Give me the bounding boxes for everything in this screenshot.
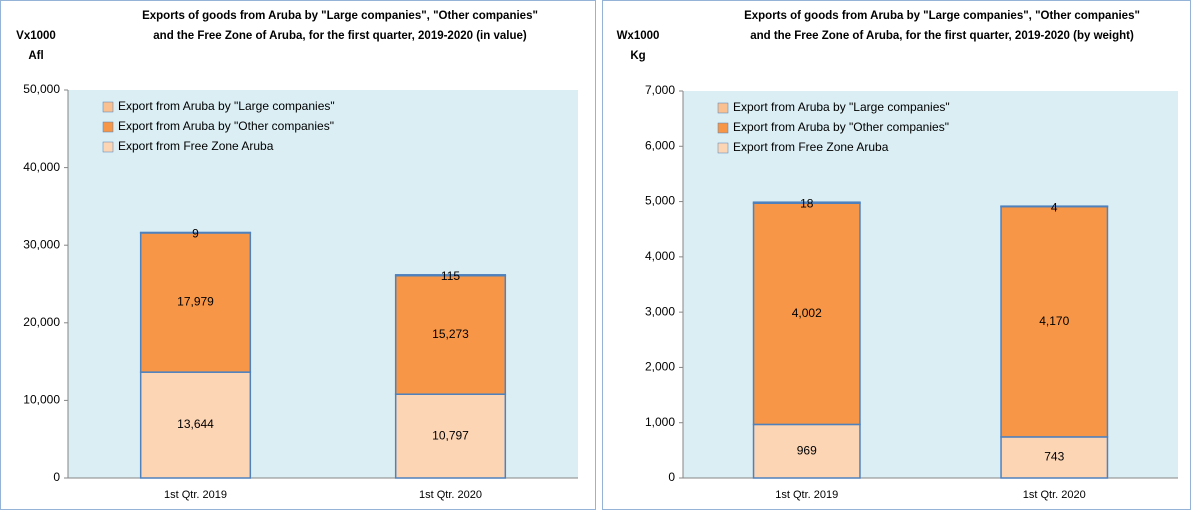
chart-title: Exports of goods from Aruba by "Large co… — [744, 10, 1140, 22]
y-tick-label: 6,000 — [645, 138, 675, 152]
x-tick-label: 1st Qtr. 2020 — [419, 489, 482, 501]
y-tick-label: 0 — [53, 470, 60, 484]
legend-swatch — [102, 101, 114, 113]
chart-title: and the Free Zone of Aruba, for the firs… — [153, 30, 527, 42]
legend-label: Export from Aruba by "Other companies" — [118, 119, 334, 133]
bar-segment — [139, 231, 252, 234]
x-tick-label: 1st Qtr. 2019 — [775, 489, 838, 501]
data-label: 17,979 — [177, 295, 214, 309]
legend-label: Export from Aruba by "Large companies" — [118, 99, 335, 113]
bar-segment — [139, 371, 252, 479]
legend-swatch — [717, 102, 729, 114]
data-label: 10,797 — [432, 428, 469, 442]
x-tick-label: 1st Qtr. 2019 — [164, 489, 227, 501]
data-label: 743 — [1044, 450, 1064, 464]
y-tick-label: 5,000 — [645, 194, 675, 208]
data-label: 15,273 — [432, 327, 469, 341]
y-tick-label: 20,000 — [23, 315, 60, 329]
y-tick-label: 3,000 — [645, 304, 675, 318]
y-tick-label: 4,000 — [645, 249, 675, 263]
legend-swatch — [717, 142, 729, 154]
bar-segment — [752, 201, 861, 204]
y-tick-label: 50,000 — [23, 82, 60, 96]
data-label: 4,002 — [792, 306, 822, 320]
data-label: 13,644 — [177, 417, 214, 431]
y-axis-label: Kg — [630, 50, 645, 62]
y-tick-label: 40,000 — [23, 160, 60, 174]
data-label: 4,170 — [1039, 314, 1069, 328]
y-axis-label: Vx1000 — [16, 30, 56, 42]
y-axis-label: Afl — [28, 50, 43, 62]
x-tick-label: 1st Qtr. 2020 — [1023, 489, 1086, 501]
data-label: 9 — [192, 227, 199, 241]
bar-segment — [752, 202, 861, 426]
legend-swatch — [102, 121, 114, 133]
legend-label: Export from Free Zone Aruba — [118, 139, 274, 153]
data-label: 18 — [800, 196, 814, 210]
bar-segment — [1000, 436, 1109, 479]
legend-label: Export from Free Zone Aruba — [733, 140, 889, 154]
bar-segment — [394, 274, 507, 277]
bar-segment — [394, 393, 507, 479]
y-tick-label: 10,000 — [23, 393, 60, 407]
y-tick-label: 0 — [668, 470, 675, 484]
data-label: 969 — [797, 443, 817, 457]
y-tick-label: 1,000 — [645, 415, 675, 429]
y-tick-label: 7,000 — [645, 83, 675, 97]
legend-label: Export from Aruba by "Large companies" — [733, 100, 950, 114]
bar-segment — [1000, 205, 1109, 208]
data-label: 115 — [441, 269, 460, 283]
bar-segment — [139, 231, 252, 373]
bar-segment — [1000, 205, 1109, 438]
chart-title: and the Free Zone of Aruba, for the firs… — [750, 30, 1134, 42]
data-label: 4 — [1051, 200, 1058, 214]
bar-segment — [752, 423, 861, 479]
legend-label: Export from Aruba by "Other companies" — [733, 120, 949, 134]
bar-segment — [394, 274, 507, 395]
y-tick-label: 30,000 — [23, 237, 60, 251]
y-axis-label: Wx1000 — [617, 30, 660, 42]
legend-swatch — [102, 141, 114, 153]
chart-title: Exports of goods from Aruba by "Large co… — [142, 10, 538, 22]
y-tick-label: 2,000 — [645, 360, 675, 374]
legend-swatch — [717, 122, 729, 134]
